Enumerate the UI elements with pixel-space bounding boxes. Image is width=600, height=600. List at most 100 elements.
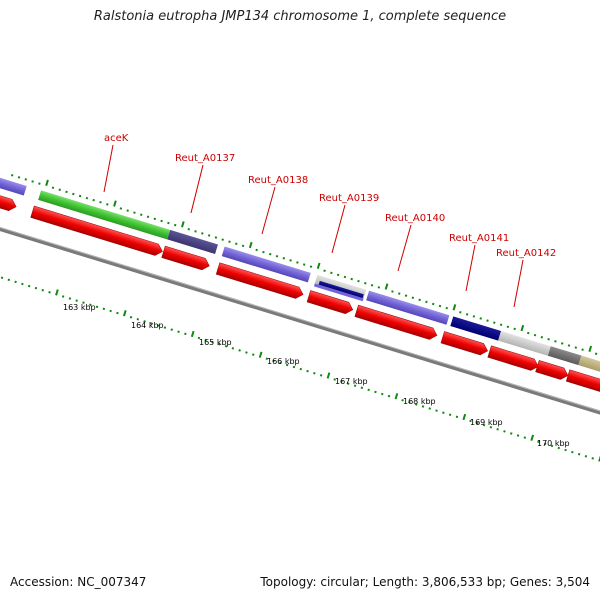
minor-tick <box>99 201 102 204</box>
minor-tick <box>435 409 438 412</box>
minor-tick <box>540 335 544 339</box>
minor-tick <box>564 448 567 452</box>
cds-arrow <box>0 190 17 212</box>
minor-tick <box>235 242 238 246</box>
minor-tick <box>377 286 381 289</box>
leader-reut-a0137 <box>190 164 204 214</box>
minor-tick <box>92 198 95 202</box>
scale-label: 168 kbp <box>403 397 436 406</box>
minor-tick <box>146 215 150 219</box>
leader-reut-a0139 <box>331 204 346 254</box>
scale-label: 164 kbp <box>131 321 164 330</box>
minor-tick <box>106 203 109 206</box>
cds-arrow <box>440 331 488 356</box>
minor-tick <box>401 398 404 402</box>
minor-tick <box>469 419 472 423</box>
gene-label-reut-a0140: Reut_A0140 <box>385 213 445 224</box>
minor-tick <box>133 211 136 214</box>
minor-tick <box>509 432 513 435</box>
minor-tick <box>89 303 92 307</box>
minor-tick <box>285 363 289 367</box>
gene-label-reut-a0142: Reut_A0142 <box>496 248 556 259</box>
major-tick <box>181 221 185 228</box>
minor-tick <box>482 423 486 427</box>
minor-tick <box>268 252 272 256</box>
cds-arrow <box>161 245 210 271</box>
minor-tick <box>17 176 21 179</box>
minor-tick <box>251 353 255 356</box>
minor-tick <box>65 190 68 194</box>
minor-tick <box>503 430 506 433</box>
minor-tick <box>418 298 421 302</box>
minor-tick <box>95 305 99 309</box>
gene-label-acek: aceK <box>104 133 129 144</box>
major-tick <box>598 455 600 462</box>
minor-tick <box>404 294 408 297</box>
minor-tick <box>214 236 218 239</box>
minor-tick <box>465 313 469 316</box>
minor-tick <box>170 328 174 331</box>
major-tick <box>520 324 525 332</box>
major-tick <box>394 393 399 400</box>
minor-tick <box>184 332 187 336</box>
minor-tick <box>523 436 527 439</box>
cds-arrows <box>0 190 600 396</box>
map-title: Ralstonia eutropha JMP134 chromosome 1, … <box>93 9 507 24</box>
minor-tick <box>526 331 530 335</box>
scale-label: 163 kbp <box>63 303 96 312</box>
minor-tick <box>476 421 479 425</box>
minor-tick <box>34 286 38 290</box>
minor-tick <box>489 425 493 429</box>
cds-arrow <box>354 304 438 340</box>
minor-tick <box>411 296 415 299</box>
leader-reut-a0138 <box>261 186 276 235</box>
minor-tick <box>201 232 204 235</box>
minor-tick <box>38 182 41 185</box>
major-tick <box>530 434 535 441</box>
cds-arrow <box>565 369 600 396</box>
major-tick <box>258 351 263 358</box>
minor-tick <box>499 323 503 326</box>
gene-label-reut-a0139: Reut_A0139 <box>319 193 379 204</box>
backbone <box>0 219 600 422</box>
minor-tick <box>136 318 140 321</box>
minor-tick <box>506 325 510 329</box>
minor-tick <box>438 304 442 308</box>
feature-reut-a0140 <box>366 290 450 325</box>
minor-tick <box>292 365 296 369</box>
minor-tick <box>31 180 34 183</box>
minor-tick <box>82 301 85 304</box>
minor-tick <box>577 452 581 456</box>
minor-tick <box>194 230 197 233</box>
minor-tick <box>51 186 55 189</box>
scale-label: 170 kbp <box>537 439 570 448</box>
feature-dark-gray <box>547 346 582 366</box>
minor-tick <box>397 292 401 295</box>
major-tick <box>452 304 457 311</box>
minor-tick <box>364 281 367 285</box>
minor-tick <box>516 434 520 437</box>
minor-tick <box>218 342 221 346</box>
scale-label: 169 kbp <box>470 418 503 427</box>
minor-tick <box>289 259 292 262</box>
major-tick <box>462 413 467 421</box>
minor-tick <box>228 240 231 243</box>
leader-reut-a0140 <box>397 224 412 272</box>
minor-tick <box>109 309 112 313</box>
scale-label: 165 kbp <box>199 338 232 347</box>
minor-tick <box>21 282 24 286</box>
gene-label-reut-a0137: Reut_A0137 <box>175 153 235 164</box>
minor-tick <box>367 388 370 392</box>
leader-acek <box>103 144 114 193</box>
minor-tick <box>221 238 224 241</box>
minor-tick <box>421 405 425 408</box>
major-tick <box>316 262 321 269</box>
feature-reut-a0142 <box>498 330 551 356</box>
minor-tick <box>370 284 374 287</box>
major-tick <box>248 241 253 249</box>
leader-reut-a0142 <box>513 259 524 308</box>
minor-tick <box>231 347 235 350</box>
minor-tick <box>27 284 31 288</box>
minor-tick <box>408 401 411 404</box>
major-tick <box>122 310 127 317</box>
